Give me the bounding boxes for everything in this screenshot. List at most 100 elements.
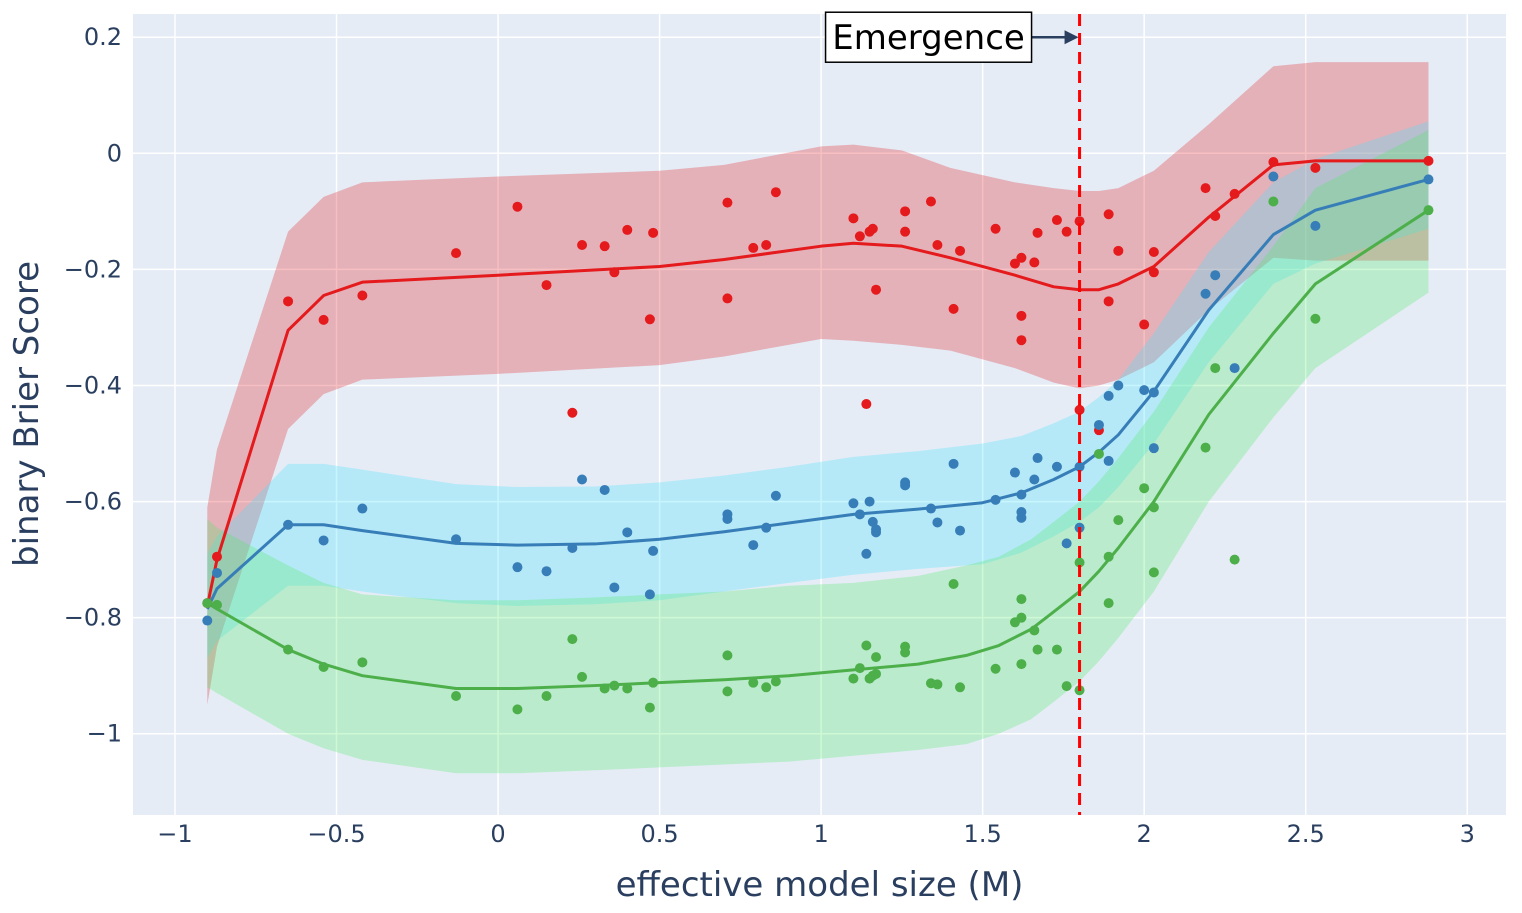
y-axis-ticks: 0.2 0 −0.2 −0.4 −0.6 −0.8 −1 [64, 23, 122, 748]
green-data-point [1200, 442, 1211, 453]
blue-data-point [1103, 390, 1114, 401]
red-data-point [1016, 252, 1027, 263]
x-axis-ticks: −1 −0.5 0 0.5 1 1.5 2 2.5 3 [157, 820, 1475, 848]
blue-data-point [1016, 512, 1027, 523]
blue-data-point [648, 545, 659, 556]
green-data-point [357, 657, 368, 668]
red-data-point [1074, 216, 1085, 227]
green-data-point [609, 680, 620, 691]
green-confidence-band [207, 130, 1429, 774]
blue-data-point [1268, 171, 1279, 182]
green-data-point [648, 677, 659, 688]
blue-data-point [1229, 363, 1240, 374]
red-data-point [622, 224, 633, 235]
blue-data-point [541, 566, 552, 577]
green-data-point [283, 644, 294, 655]
green-data-point [770, 676, 781, 687]
blue-data-point [1029, 474, 1040, 485]
green-data-point [1032, 644, 1043, 655]
blue-data-point [1103, 455, 1114, 466]
blue-data-point [211, 567, 222, 578]
red-data-point [1103, 209, 1114, 220]
x-tick-label: 1 [813, 820, 828, 848]
red-data-point [1210, 210, 1221, 221]
blue-data-point [357, 503, 368, 514]
emergence-annotation-box [824, 11, 1033, 63]
green-data-point [1016, 612, 1027, 623]
green-data-point [577, 671, 588, 682]
green-data-point [748, 677, 759, 688]
red-data-point [932, 240, 943, 251]
blue-data-point [451, 534, 462, 545]
red-data-point [900, 206, 911, 217]
green-data-point [1423, 205, 1434, 216]
red-data-point [318, 314, 329, 325]
x-tick-label: −0.5 [307, 820, 365, 848]
red-data-point [1103, 296, 1114, 307]
green-data-point [932, 679, 943, 690]
green-data-point [861, 640, 872, 651]
green-data-point [1310, 313, 1321, 324]
confidence-bands [207, 62, 1429, 774]
series-lines [205, 159, 1430, 690]
blue-data-point [1113, 380, 1124, 391]
blue-data-point [1051, 461, 1062, 472]
blue-data-point [577, 474, 588, 485]
red-data-point [567, 407, 578, 418]
red-data-point [867, 223, 878, 234]
blue-data-point [318, 535, 329, 546]
red-data-point [1113, 245, 1124, 256]
green-data-point [848, 673, 859, 684]
red-data-point [990, 223, 1001, 234]
blue-data-point [861, 548, 872, 559]
green-data-point [1093, 448, 1104, 459]
green-data-point [1016, 659, 1027, 670]
blue-data-point [1009, 467, 1020, 478]
red-data-point [599, 241, 610, 252]
green-data-point [451, 691, 462, 702]
red-data-point [925, 196, 936, 207]
y-tick-label: 0.2 [84, 23, 122, 51]
blue-data-point [1061, 538, 1072, 549]
green-data-point [1148, 567, 1159, 578]
green-data-point [900, 647, 911, 658]
blue-data-point [864, 496, 875, 507]
green-data-point [990, 663, 1001, 674]
y-tick-label: −0.4 [64, 371, 122, 399]
y-axis-title: binary Brier Score [7, 261, 47, 567]
y-tick-label: 0 [107, 139, 122, 167]
red-data-point [1029, 257, 1040, 268]
blue-data-point [644, 589, 655, 600]
green-data-point [871, 652, 882, 663]
red-data-point [644, 314, 655, 325]
green-data-point [1029, 625, 1040, 636]
green-data-point [1113, 515, 1124, 526]
green-data-point [871, 668, 882, 679]
red-data-point [861, 399, 872, 410]
green-data-point [644, 702, 655, 713]
x-tick-label: 0 [490, 820, 505, 848]
green-data-point [1210, 363, 1221, 374]
blue-data-point [1148, 387, 1159, 398]
blue-data-point [932, 517, 943, 528]
red-data-point [1200, 183, 1211, 194]
red-data-point [1229, 188, 1240, 199]
blue-data-point [202, 615, 213, 626]
red-data-point [1148, 267, 1159, 278]
blue-data-point [609, 582, 620, 593]
green-data-point [202, 598, 213, 609]
red-data-point [1009, 258, 1020, 269]
green-data-point [1074, 557, 1085, 568]
red-confidence-band [207, 62, 1429, 705]
red-data-point [1268, 157, 1279, 168]
blue-data-point [567, 543, 578, 553]
x-tick-label: 2.5 [1287, 820, 1325, 848]
blue-fit-line [205, 177, 1429, 610]
green-data-point [1016, 594, 1027, 605]
red-data-point [512, 201, 523, 212]
blue-data-point [512, 562, 523, 573]
blue-data-point [848, 498, 859, 509]
blue-data-point [854, 509, 865, 520]
red-data-point [283, 296, 294, 307]
